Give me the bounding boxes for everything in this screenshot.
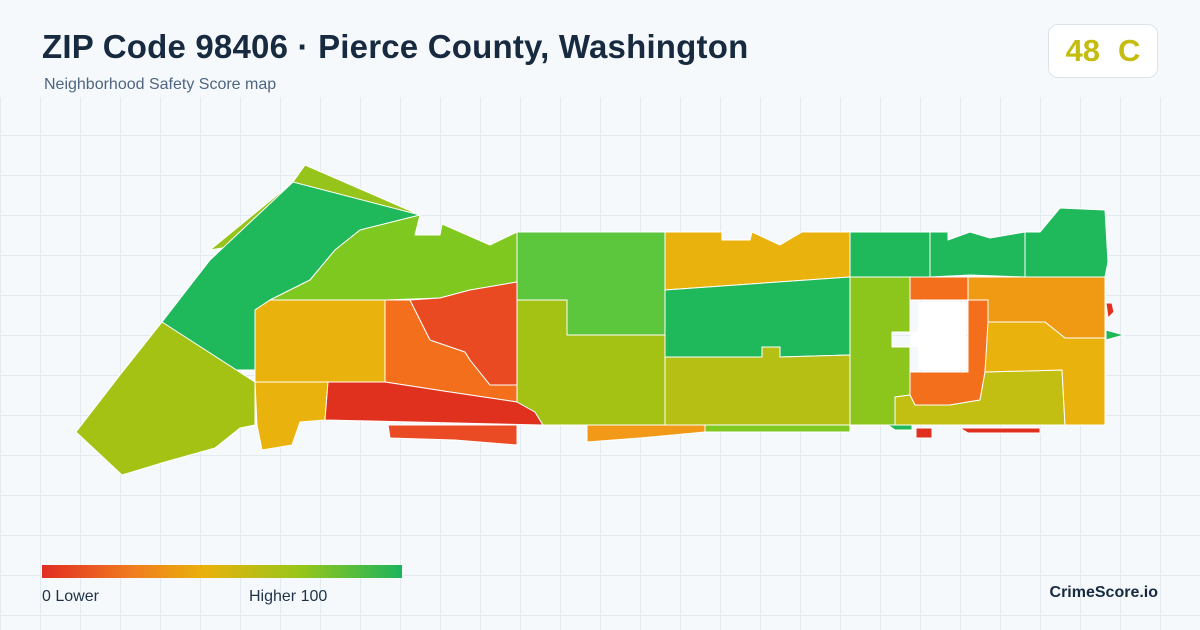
map-region-center-south-orange[interactable] (586, 424, 706, 443)
map-region-east-gold[interactable] (984, 321, 1106, 426)
legend-max-label: Higher 100 (249, 588, 328, 605)
map-region-east-edge-red[interactable] (1105, 302, 1115, 319)
score-value: 48 (1065, 33, 1101, 68)
header-band (0, 0, 1200, 97)
map-region-east-orange-top[interactable] (909, 276, 969, 301)
map-region-center-south-lime[interactable] (704, 424, 851, 433)
map-region-east-emerald-2[interactable] (929, 231, 1026, 278)
map-region-southwest-gold[interactable] (254, 381, 329, 451)
map-region-west-gold[interactable] (254, 299, 386, 383)
brand-logo-text[interactable]: CrimeScore.io (1049, 584, 1158, 601)
safety-score-badge: 48 C (1048, 24, 1158, 78)
map-excluded-area (910, 302, 966, 370)
legend-min-label: 0 Lower (42, 588, 99, 605)
map-region-east-emerald-3[interactable] (1024, 207, 1109, 278)
map-region-east-emerald-1[interactable] (849, 231, 931, 278)
map-region-east-south-red-2[interactable] (915, 427, 933, 439)
map-region-east-south-green[interactable] (887, 424, 913, 431)
map-region-southwest[interactable] (75, 321, 256, 476)
legend-color-scale (42, 565, 402, 578)
map-region-center-yellowgreen[interactable] (664, 346, 851, 426)
map-region-south-strip-red[interactable] (387, 424, 518, 446)
map-region-east-edge-green[interactable] (1105, 329, 1125, 341)
score-grade: C (1118, 33, 1141, 68)
map-region-east-yellow[interactable] (894, 369, 1066, 426)
map-region-east-south-red[interactable] (959, 427, 1041, 434)
page-subtitle: Neighborhood Safety Score map (44, 76, 277, 93)
map-region-center-emerald[interactable] (664, 276, 851, 358)
page-title: ZIP Code 98406 · Pierce County, Washingt… (42, 28, 749, 65)
map-region-central-redorange[interactable] (409, 281, 518, 386)
